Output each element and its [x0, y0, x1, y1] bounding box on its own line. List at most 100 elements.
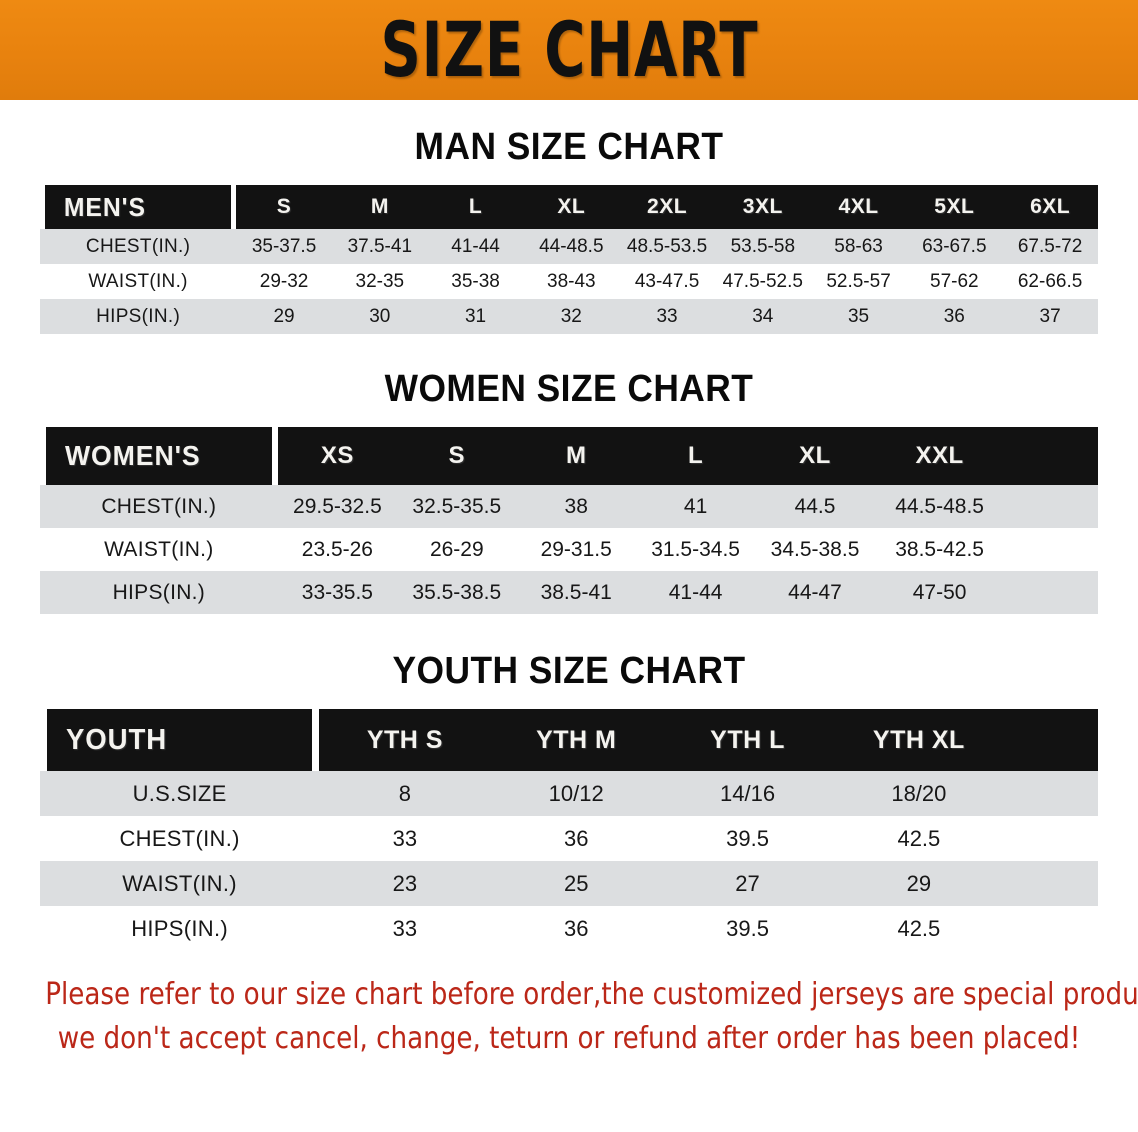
man-cell-0-1: 37.5-41	[331, 229, 428, 264]
youth-size-table: YOUTH YTH S YTH M YTH L YTH XL U.S.SIZE …	[40, 709, 1098, 951]
man-cell-2-7: 36	[906, 299, 1003, 334]
women-cell-1-4: 34.5-38.5	[755, 528, 875, 571]
youth-header-cell-2: YTH M	[490, 709, 662, 771]
table-row: WAIST(IN.) 23 25 27 29	[40, 861, 1098, 906]
youth-table-body: U.S.SIZE 8 10/12 14/16 18/20 CHEST(IN.) …	[40, 771, 1098, 951]
women-table-body: CHEST(IN.) 29.5-32.5 32.5-35.5 38 41 44.…	[40, 485, 1098, 614]
table-row: CHEST(IN.) 33 36 39.5 42.5	[40, 816, 1098, 861]
women-header-cell-3: M	[516, 427, 636, 485]
size-chart-banner: SIZE CHART	[0, 0, 1138, 100]
women-cell-0-5: 44.5-48.5	[874, 485, 1005, 528]
man-size-table-wrap: MEN'S S M L XL 2XL 3XL 4XL 5XL 6XL CHEST…	[40, 185, 1098, 334]
women-cell-0-4: 44.5	[755, 485, 875, 528]
youth-cell-0-2: 14/16	[661, 771, 834, 816]
youth-cell-0-1: 10/12	[490, 771, 662, 816]
women-header-row: WOMEN'S XS S M L XL XXL	[40, 427, 1098, 485]
man-header-cell-9: 6XL	[1002, 185, 1098, 229]
women-header-cell-7	[1004, 427, 1098, 485]
youth-header-cell-4: YTH XL	[833, 709, 1005, 771]
women-cell-0-6	[1004, 485, 1098, 528]
man-cell-1-8: 62-66.5	[1002, 264, 1098, 299]
women-cell-0-1: 32.5-35.5	[397, 485, 517, 528]
women-cell-2-6	[1004, 571, 1098, 614]
women-cell-2-5: 47-50	[874, 571, 1005, 614]
man-cell-2-3: 32	[523, 299, 620, 334]
women-section-title: WOMEN SIZE CHART	[384, 368, 754, 410]
women-cell-2-0: 33-35.5	[277, 571, 398, 614]
women-header-cell-1: XS	[277, 427, 398, 485]
man-cell-2-4: 33	[619, 299, 715, 334]
man-cell-0-7: 63-67.5	[906, 229, 1003, 264]
youth-header-cell-0: YOUTH	[46, 709, 313, 771]
man-table-head: MEN'S S M L XL 2XL 3XL 4XL 5XL 6XL	[40, 185, 1098, 229]
man-cell-0-4: 48.5-53.5	[619, 229, 715, 264]
women-cell-1-5: 38.5-42.5	[874, 528, 1005, 571]
youth-header-cell-1: YTH S	[319, 709, 491, 771]
youth-cell-1-0: 33	[319, 816, 491, 861]
man-cell-2-1: 30	[331, 299, 428, 334]
man-header-cell-8: 5XL	[906, 185, 1003, 229]
youth-row-label-1: CHEST(IN.)	[40, 816, 320, 861]
man-cell-0-5: 53.5-58	[714, 229, 811, 264]
youth-cell-3-4	[1004, 906, 1098, 951]
table-row: CHEST(IN.) 29.5-32.5 32.5-35.5 38 41 44.…	[40, 485, 1098, 528]
man-cell-0-2: 41-44	[427, 229, 524, 264]
table-row: WAIST(IN.) 23.5-26 26-29 29-31.5 31.5-34…	[40, 528, 1098, 571]
man-header-cell-3: L	[427, 185, 524, 229]
man-cell-0-8: 67.5-72	[1002, 229, 1098, 264]
youth-cell-3-2: 39.5	[661, 906, 834, 951]
return-policy-disclaimer: Please refer to our size chart before or…	[45, 973, 1138, 1061]
youth-header-cell-5	[1004, 709, 1098, 771]
women-cell-2-4: 44-47	[755, 571, 875, 614]
man-row-label-2: HIPS(IN.)	[40, 299, 237, 334]
man-size-table: MEN'S S M L XL 2XL 3XL 4XL 5XL 6XL CHEST…	[40, 185, 1098, 334]
women-header-cell-5: XL	[755, 427, 875, 485]
youth-cell-2-3: 29	[833, 861, 1005, 906]
youth-cell-3-0: 33	[319, 906, 491, 951]
man-cell-0-0: 35-37.5	[236, 229, 332, 264]
women-row-label-0: CHEST(IN.)	[40, 485, 278, 528]
man-cell-1-4: 43-47.5	[619, 264, 715, 299]
women-cell-0-0: 29.5-32.5	[277, 485, 398, 528]
man-cell-0-6: 58-63	[810, 229, 907, 264]
man-table-body: CHEST(IN.) 35-37.5 37.5-41 41-44 44-48.5…	[40, 229, 1098, 334]
man-header-row: MEN'S S M L XL 2XL 3XL 4XL 5XL 6XL	[40, 185, 1098, 229]
youth-cell-1-4	[1004, 816, 1098, 861]
table-row: HIPS(IN.) 33 36 39.5 42.5	[40, 906, 1098, 951]
youth-cell-2-1: 25	[490, 861, 662, 906]
man-cell-2-2: 31	[427, 299, 524, 334]
women-size-table-wrap: WOMEN'S XS S M L XL XXL CHEST(IN.) 29.5-…	[40, 427, 1098, 614]
man-row-label-1: WAIST(IN.)	[40, 264, 237, 299]
youth-cell-1-1: 36	[490, 816, 662, 861]
man-cell-1-6: 52.5-57	[810, 264, 907, 299]
man-header-cell-4: XL	[523, 185, 620, 229]
man-cell-2-5: 34	[714, 299, 811, 334]
man-cell-1-5: 47.5-52.5	[714, 264, 811, 299]
man-cell-1-0: 29-32	[236, 264, 332, 299]
women-table-head: WOMEN'S XS S M L XL XXL	[40, 427, 1098, 485]
youth-cell-3-1: 36	[490, 906, 662, 951]
youth-cell-2-2: 27	[661, 861, 834, 906]
youth-size-table-wrap: YOUTH YTH S YTH M YTH L YTH XL U.S.SIZE …	[40, 709, 1098, 951]
youth-table-head: YOUTH YTH S YTH M YTH L YTH XL	[40, 709, 1098, 771]
disclaimer-line-2: we don't accept cancel, change, teturn o…	[57, 1021, 1081, 1056]
man-cell-1-1: 32-35	[331, 264, 428, 299]
women-cell-2-1: 35.5-38.5	[397, 571, 517, 614]
youth-cell-0-3: 18/20	[833, 771, 1005, 816]
man-header-cell-6: 3XL	[714, 185, 811, 229]
women-cell-2-3: 41-44	[635, 571, 756, 614]
youth-cell-2-4	[1004, 861, 1098, 906]
disclaimer-line-1: Please refer to our size chart before or…	[45, 977, 1138, 1012]
man-cell-0-3: 44-48.5	[523, 229, 620, 264]
youth-cell-1-2: 39.5	[661, 816, 834, 861]
youth-header-cell-3: YTH L	[661, 709, 834, 771]
man-header-cell-1: S	[236, 185, 332, 229]
women-header-cell-6: XXL	[874, 427, 1005, 485]
youth-section-title: YOUTH SIZE CHART	[392, 650, 746, 692]
man-cell-2-0: 29	[236, 299, 332, 334]
table-row: CHEST(IN.) 35-37.5 37.5-41 41-44 44-48.5…	[40, 229, 1098, 264]
man-row-label-0: CHEST(IN.)	[40, 229, 237, 264]
table-row: WAIST(IN.) 29-32 32-35 35-38 38-43 43-47…	[40, 264, 1098, 299]
women-cell-0-2: 38	[516, 485, 636, 528]
women-cell-1-0: 23.5-26	[277, 528, 398, 571]
